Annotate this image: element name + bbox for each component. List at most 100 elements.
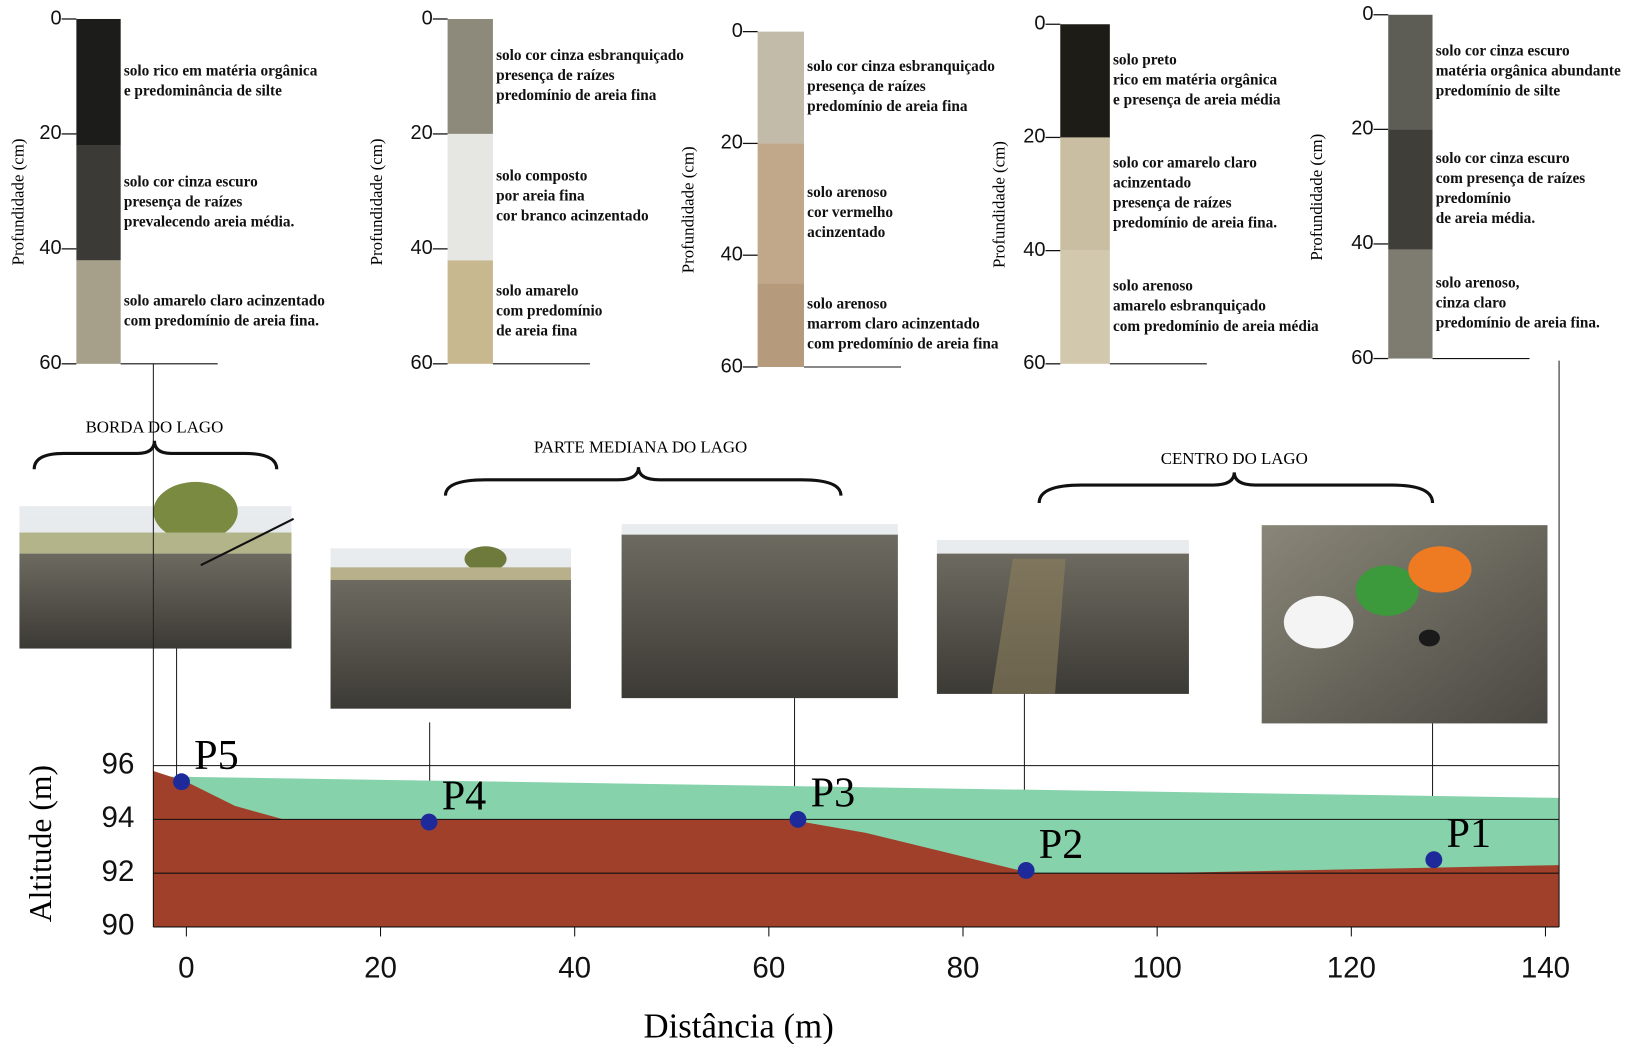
layer-label: com presença de raízes (1436, 170, 1586, 187)
layer-label: solo preto (1113, 51, 1177, 68)
point-label: P2 (1039, 821, 1084, 868)
layer-label: predomínio de silte (1436, 83, 1561, 100)
y-tick-label: 96 (102, 747, 135, 780)
layer-label: matéria orgânica abundante (1436, 63, 1621, 80)
x-tick-label: 120 (1327, 952, 1376, 985)
x-axis-label: Distância (m) (643, 1007, 833, 1044)
point (173, 773, 190, 791)
layer-label: presença de raízes (1113, 195, 1232, 212)
layer-label: solo cor cinza escuro (1436, 150, 1570, 167)
x-tick-label: 60 (752, 952, 785, 985)
x-tick-label: 80 (947, 952, 980, 985)
layer-label: com predomínio (496, 303, 603, 320)
y-axis-label: Profundidade (cm) (989, 141, 1008, 268)
point-label: P4 (442, 772, 487, 819)
y-tick-label: 20 (39, 122, 61, 144)
x-tick-label: 40 (558, 952, 591, 985)
y-tick-label: 60 (39, 352, 61, 374)
soil-layer (1388, 249, 1433, 359)
point (1425, 851, 1443, 869)
photo (19, 481, 295, 649)
zone-label: PARTE MEDIANA DO LAGO (534, 437, 747, 456)
layer-label: amarelo esbranquiçado (1113, 298, 1266, 315)
layer-label: presença de raízes (124, 193, 243, 210)
layer-label: e presença de areia média (1113, 91, 1281, 108)
y-tick-label: 60 (1351, 347, 1373, 369)
layer-label: acinzentado (1113, 175, 1191, 192)
soil-layer (1060, 250, 1110, 364)
soil-layer (1060, 137, 1110, 251)
layer-label: cinza claro (1436, 295, 1507, 312)
y-tick-label: 20 (1023, 126, 1045, 148)
layer-label: prevalecendo areia média. (124, 213, 295, 230)
soil-layer (447, 133, 493, 261)
y-tick-label: 0 (50, 7, 61, 29)
y-tick-label: 40 (1023, 239, 1045, 261)
layer-label: solo cor cinza esbranquiçado (807, 58, 995, 75)
y-tick-label: 92 (102, 855, 135, 888)
point-label: P5 (194, 732, 239, 779)
y-tick-label: 20 (721, 132, 743, 154)
y-tick-label: 40 (1351, 232, 1373, 254)
y-tick-label: 94 (102, 801, 135, 834)
y-tick-label: 40 (39, 237, 61, 259)
y-tick-label: 60 (721, 355, 743, 377)
layer-label: solo cor cinza escuro (124, 173, 258, 190)
layer-label: por areia fina (496, 188, 585, 205)
photo (1261, 525, 1548, 724)
soil-layer (757, 143, 805, 284)
layer-label: marrom claro acinzentado (807, 316, 980, 333)
zone-label: BORDA DO LAGO (86, 417, 224, 436)
layer-label: de areia média. (1436, 210, 1536, 227)
y-tick-label: 20 (411, 122, 433, 144)
point (420, 813, 438, 831)
layer-label: solo arenoso, (1436, 275, 1520, 292)
layer-label: com predomínio de areia média (1113, 318, 1319, 335)
layer-label: solo rico em matéria orgânica (124, 63, 318, 80)
y-tick-label: 0 (732, 20, 743, 42)
layer-label: e predominância de silte (124, 83, 282, 100)
layer-label: predomínio de areia fina (807, 98, 968, 115)
y-axis-label: Profundidade (cm) (1307, 134, 1326, 261)
zone-label: CENTRO DO LAGO (1161, 449, 1308, 468)
layer-label: solo amarelo (496, 283, 579, 300)
layer-label: com predomínio de areia fina. (124, 313, 319, 330)
layer-label: acinzentado (807, 224, 885, 241)
layer-label: presença de raízes (496, 67, 615, 84)
layer-label: predomínio (1436, 190, 1512, 207)
layer-label: solo amarelo claro acinzentado (124, 293, 325, 310)
layer-label: de areia fina (496, 323, 578, 340)
x-tick-label: 0 (178, 952, 194, 985)
layer-label: cor branco acinzentado (496, 208, 649, 225)
point (1017, 862, 1035, 879)
soil-layer (447, 260, 493, 364)
y-axis-label: Profundidade (cm) (367, 139, 386, 266)
y-axis-label: Altitude (m) (23, 765, 58, 922)
soil-layer (76, 18, 121, 146)
layer-label: rico em matéria orgânica (1113, 71, 1278, 88)
soil-layer (1388, 129, 1433, 250)
area (153, 770, 1560, 927)
layer-label: predomínio de areia fina. (1436, 315, 1600, 332)
x-tick-label: 140 (1521, 952, 1570, 985)
layer-label: solo composto (496, 168, 588, 185)
x-tick-label: 20 (364, 952, 397, 985)
photo (621, 524, 898, 699)
soil-layer (447, 18, 493, 134)
y-tick-label: 90 (102, 909, 135, 942)
layer-label: predomínio de areia fina (496, 87, 657, 104)
soil-layer (757, 283, 805, 367)
y-axis-label: Profundidade (cm) (9, 139, 28, 266)
y-tick-label: 40 (411, 237, 433, 259)
layer-label: presença de raízes (807, 78, 926, 95)
soil-layer (76, 145, 121, 261)
layer-label: predomínio de areia fina. (1113, 215, 1277, 232)
soil-layer (76, 260, 121, 364)
y-tick-label: 0 (1034, 13, 1045, 35)
point (789, 810, 807, 828)
x-tick-label: 100 (1133, 952, 1182, 985)
braces (32, 440, 1435, 504)
layer-label: solo arenoso (807, 296, 887, 313)
